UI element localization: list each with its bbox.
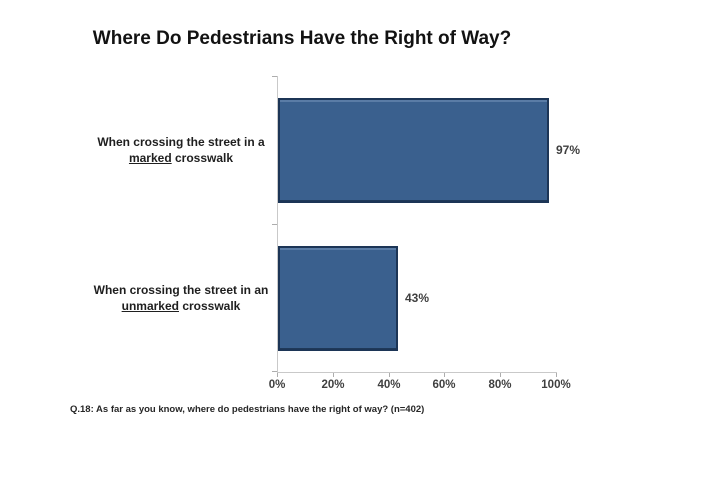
- x-tick-mark: [500, 373, 501, 377]
- x-tick-label: 60%: [432, 379, 456, 391]
- x-tick-label: 40%: [377, 379, 401, 391]
- x-axis: 0% 20% 40% 60% 80% 100%: [269, 372, 571, 398]
- bar: [278, 245, 398, 351]
- chart-title: Where Do Pedestrians Have the Right of W…: [92, 28, 512, 49]
- y-tick-mark: [272, 371, 277, 372]
- x-tick-mark: [333, 373, 334, 377]
- plot-area: 97% 43%: [272, 76, 580, 373]
- value-label: 97%: [556, 143, 581, 157]
- category-labels: When crossing the street in a marked cros…: [0, 76, 270, 372]
- y-tick-mark: [272, 224, 277, 225]
- x-tick-mark: [444, 373, 445, 377]
- x-tick-label: 100%: [541, 379, 571, 391]
- x-tick-label: 20%: [321, 379, 345, 391]
- x-tick-label: 0%: [268, 379, 286, 391]
- category-label: When crossing the street in an unmarked c…: [93, 283, 269, 313]
- x-tick-mark: [389, 373, 390, 377]
- x-tick-mark: [277, 373, 278, 377]
- x-tick-label: 80%: [488, 379, 512, 391]
- y-tick-mark: [272, 76, 277, 77]
- bar: [278, 97, 549, 203]
- value-label: 43%: [405, 291, 430, 305]
- category-label: When crossing the street in a marked cros…: [97, 135, 265, 165]
- chart-footnote: Q.18: As far as you know, where do pedes…: [70, 404, 425, 415]
- x-tick-mark: [556, 373, 557, 377]
